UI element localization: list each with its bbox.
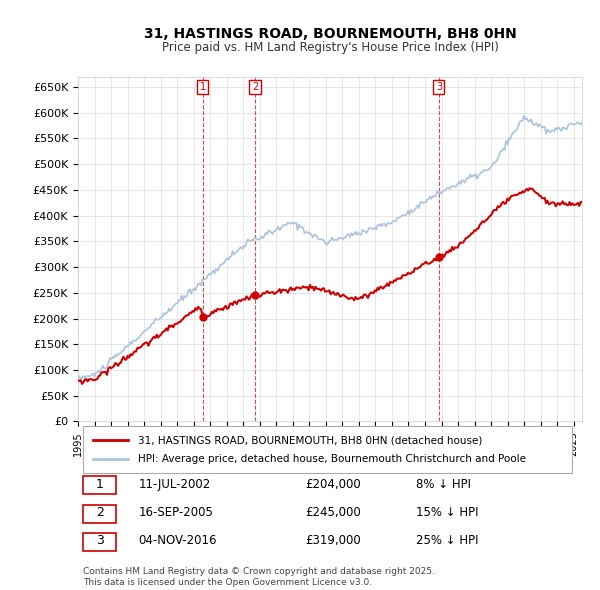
Text: 25% ↓ HPI: 25% ↓ HPI xyxy=(416,534,478,547)
FancyBboxPatch shape xyxy=(83,533,116,551)
Text: Price paid vs. HM Land Registry's House Price Index (HPI): Price paid vs. HM Land Registry's House … xyxy=(161,41,499,54)
Text: Contains HM Land Registry data © Crown copyright and database right 2025.
This d: Contains HM Land Registry data © Crown c… xyxy=(83,567,435,586)
Text: £204,000: £204,000 xyxy=(305,478,361,491)
Text: 2: 2 xyxy=(252,82,258,92)
FancyBboxPatch shape xyxy=(83,426,572,473)
Text: 1: 1 xyxy=(200,82,206,92)
FancyBboxPatch shape xyxy=(83,504,116,523)
Text: 16-SEP-2005: 16-SEP-2005 xyxy=(139,506,214,519)
Text: 8% ↓ HPI: 8% ↓ HPI xyxy=(416,478,470,491)
Text: 11-JUL-2002: 11-JUL-2002 xyxy=(139,478,211,491)
Text: 3: 3 xyxy=(96,534,104,547)
Text: HPI: Average price, detached house, Bournemouth Christchurch and Poole: HPI: Average price, detached house, Bour… xyxy=(139,454,526,464)
Text: 15% ↓ HPI: 15% ↓ HPI xyxy=(416,506,478,519)
Text: 1: 1 xyxy=(96,478,104,491)
Text: 3: 3 xyxy=(436,82,442,92)
FancyBboxPatch shape xyxy=(83,476,116,494)
Text: 04-NOV-2016: 04-NOV-2016 xyxy=(139,534,217,547)
Text: 31, HASTINGS ROAD, BOURNEMOUTH, BH8 0HN (detached house): 31, HASTINGS ROAD, BOURNEMOUTH, BH8 0HN … xyxy=(139,435,483,445)
Text: 31, HASTINGS ROAD, BOURNEMOUTH, BH8 0HN: 31, HASTINGS ROAD, BOURNEMOUTH, BH8 0HN xyxy=(143,27,517,41)
Text: £245,000: £245,000 xyxy=(305,506,361,519)
Text: 2: 2 xyxy=(96,506,104,519)
Text: £319,000: £319,000 xyxy=(305,534,361,547)
